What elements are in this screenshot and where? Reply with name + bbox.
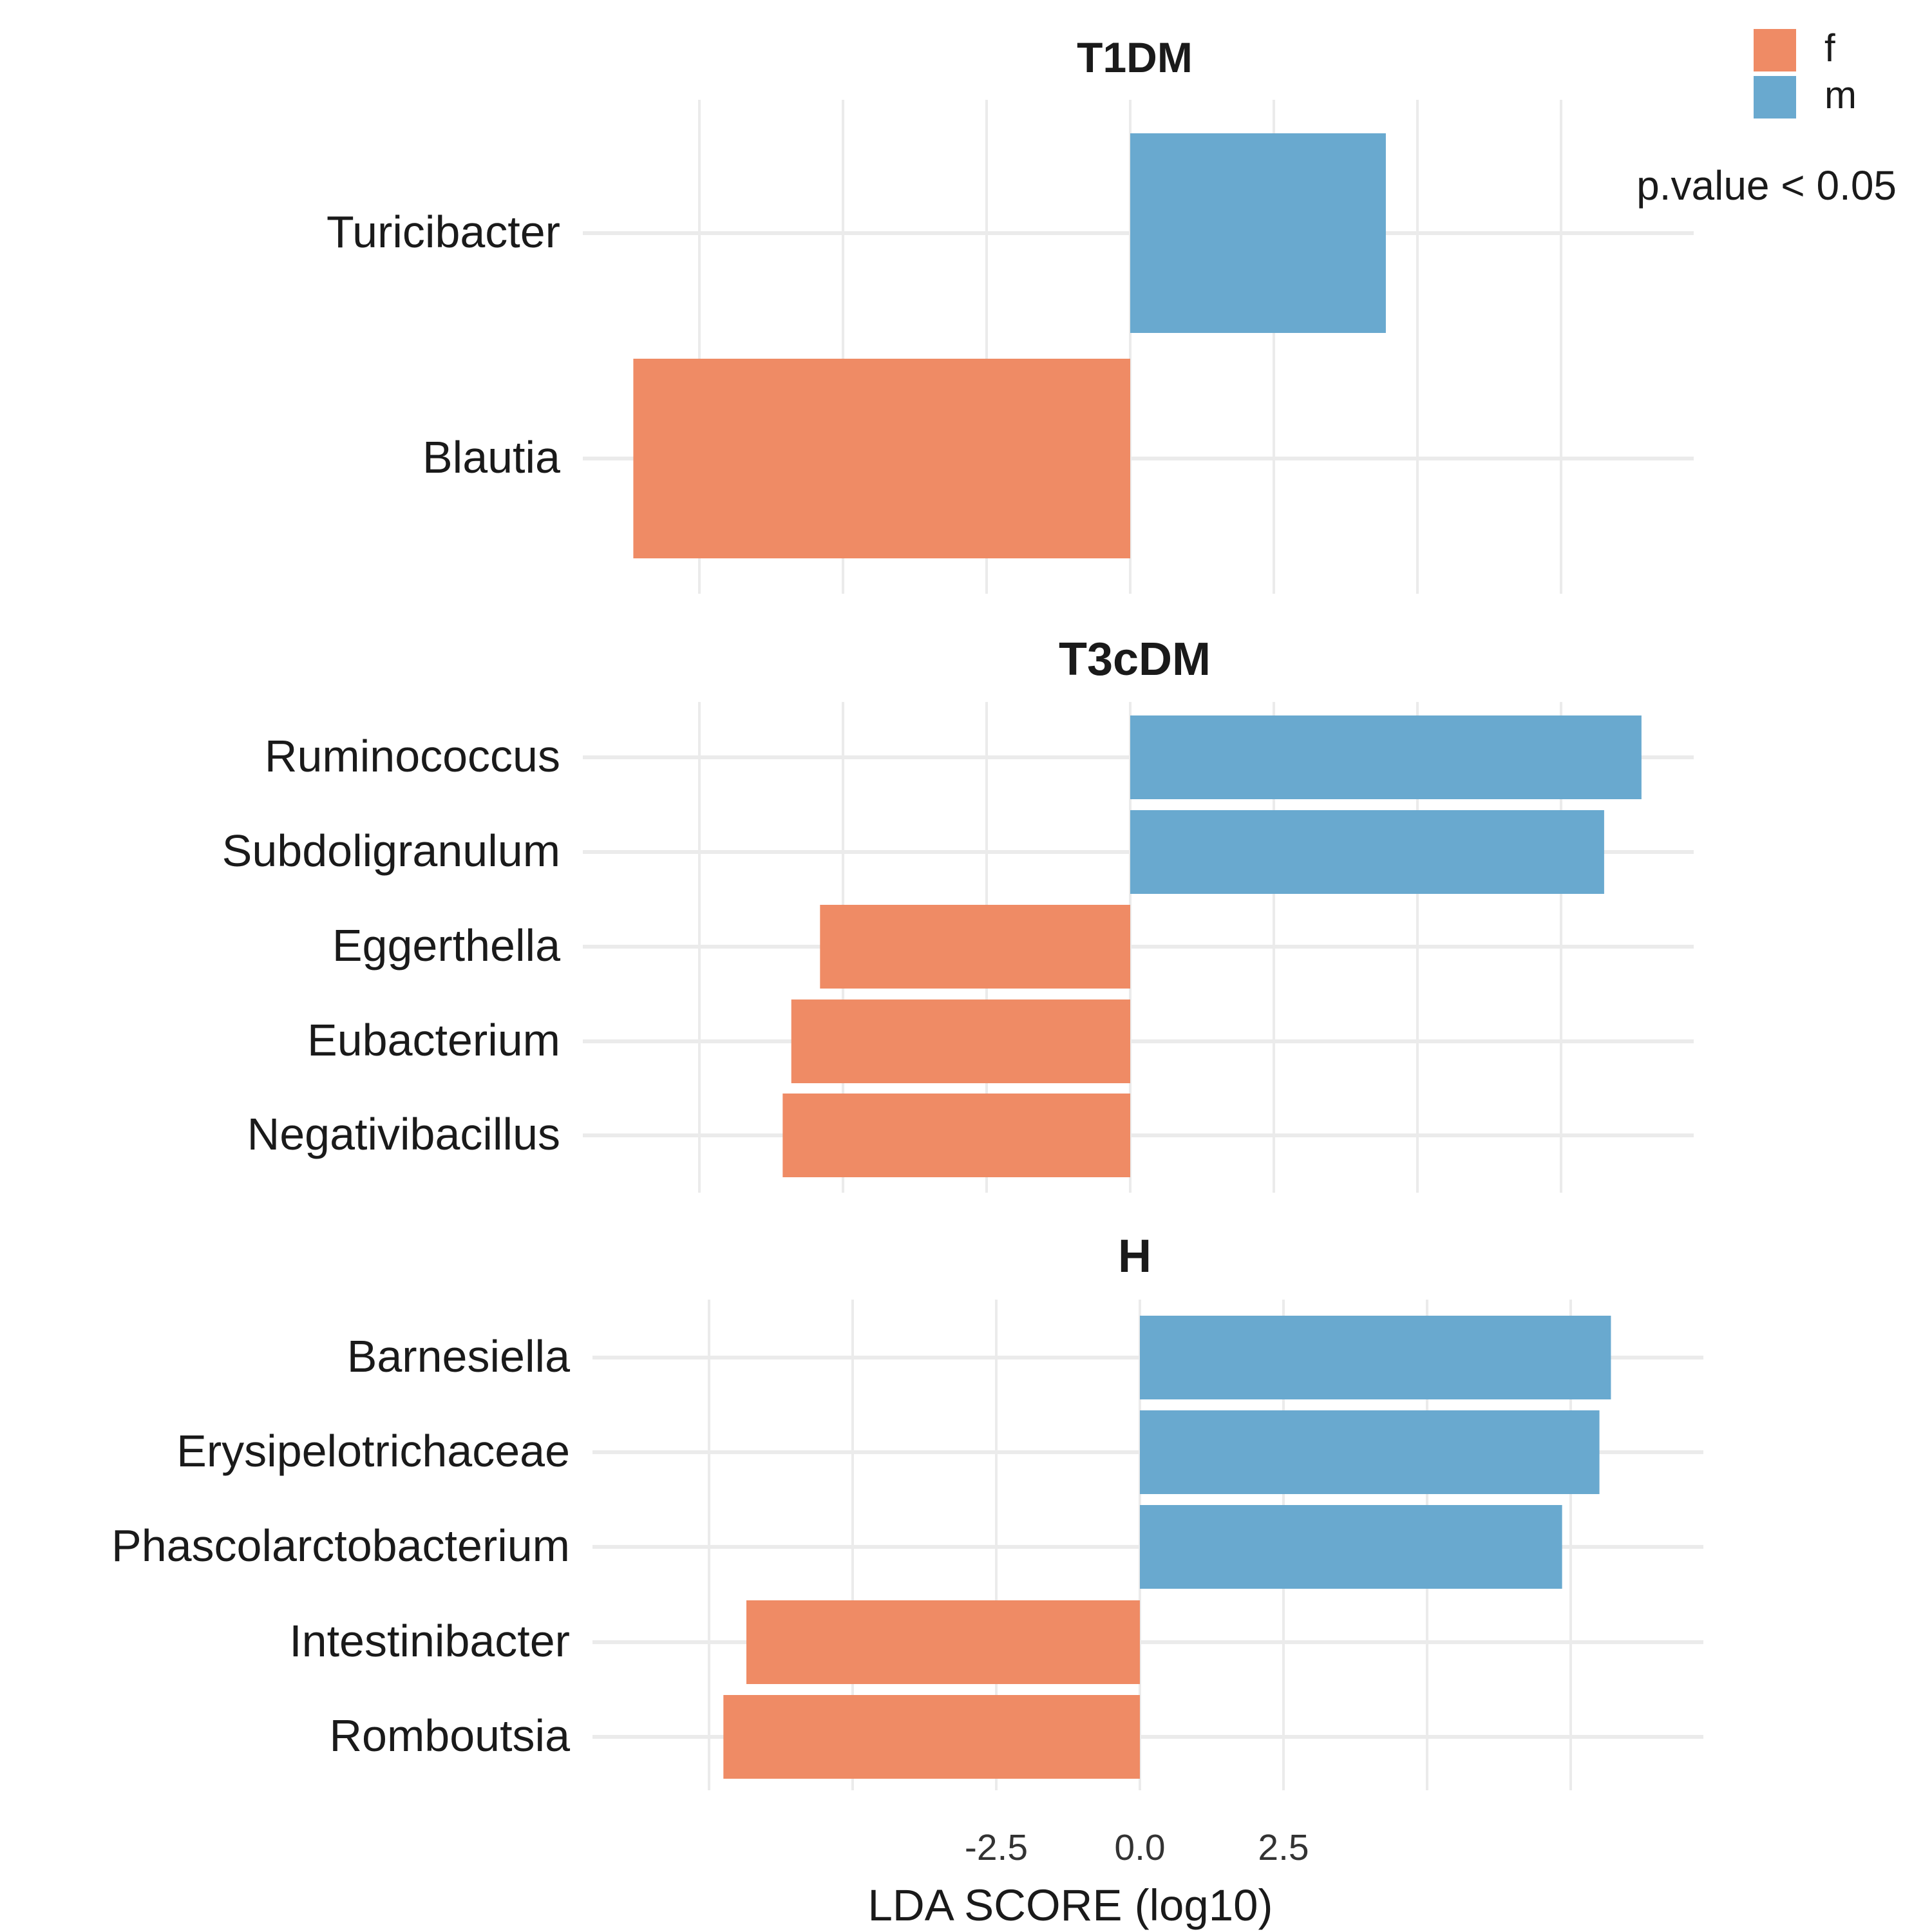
x-tick-label: 0.0 (1114, 1827, 1165, 1868)
bar-blautia (633, 359, 1130, 558)
category-label-barnesiella: Barnesiella (347, 1331, 570, 1381)
bar-romboutsia (723, 1695, 1140, 1779)
category-label-ruminococcus: Ruminococcus (265, 731, 560, 781)
legend-swatch-m (1754, 76, 1796, 118)
x-tick-label: 2.5 (1258, 1827, 1309, 1868)
category-label-subdoligranulum: Subdoligranulum (222, 826, 560, 876)
category-label-negativibacillus: Negativibacillus (247, 1109, 560, 1159)
x-axis-title: LDA SCORE (log10) (868, 1880, 1273, 1930)
bar-eubacterium (791, 999, 1130, 1083)
category-label-phascolarctobacterium: Phascolarctobacterium (111, 1520, 570, 1571)
x-tick-label: -2.5 (965, 1827, 1028, 1868)
p-value-annotation: p.value < 0.05 (1636, 162, 1897, 209)
bar-intestinibacter (746, 1600, 1140, 1684)
bar-turicibacter (1130, 133, 1386, 333)
category-label-turicibacter: Turicibacter (327, 207, 560, 257)
category-label-eggerthella: Eggerthella (332, 920, 560, 971)
facet-title: T1DM (1077, 33, 1193, 81)
bar-phascolarctobacterium (1140, 1505, 1562, 1589)
category-label-blautia: Blautia (422, 432, 560, 482)
facet-h: H Barnesiella Erysipelotrichaceae Phascolar… (111, 1231, 1703, 1790)
bar-subdoligranulum (1130, 810, 1604, 894)
legend-swatch-f (1754, 29, 1796, 71)
bar-erysipelotrichaceae (1140, 1410, 1600, 1494)
legend-label-f: f (1824, 26, 1835, 70)
bar-eggerthella (820, 905, 1130, 989)
facet-panels: T1DM Turicibacter Blautia T3cDM Ruminococcus… (111, 33, 1703, 1790)
category-label-intestinibacter: Intestinibacter (289, 1616, 570, 1666)
x-axis: LDA SCORE (log10) -2.5 0.0 2.5 (868, 1827, 1309, 1930)
legend-label-m: m (1824, 73, 1857, 117)
facet-title: H (1118, 1231, 1151, 1282)
bar-barnesiella (1140, 1316, 1611, 1399)
facet-title: T3cDM (1059, 634, 1211, 685)
legend: fm (1754, 26, 1857, 118)
category-label-eubacterium: Eubacterium (307, 1015, 560, 1065)
bar-ruminococcus (1130, 715, 1642, 799)
facet-t1dm: T1DM Turicibacter Blautia (327, 33, 1694, 594)
category-label-erysipelotrichaceae: Erysipelotrichaceae (176, 1426, 570, 1476)
bar-negativibacillus (782, 1094, 1130, 1177)
facet-t3cdm: T3cDM Ruminococcus Subdoligranulum Eggerthe… (222, 634, 1694, 1193)
category-label-romboutsia: Romboutsia (329, 1710, 570, 1761)
